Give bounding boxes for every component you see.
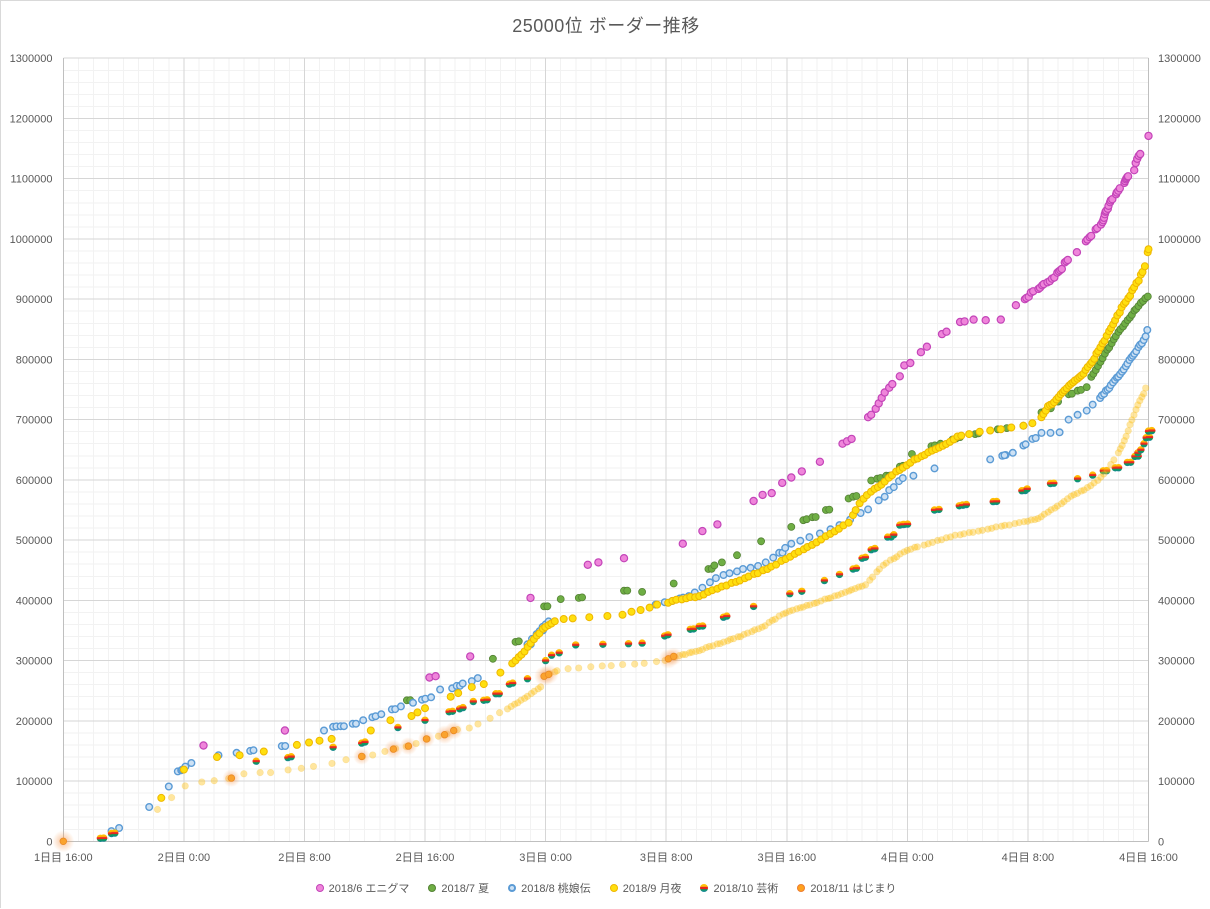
svg-text:100000: 100000 bbox=[16, 776, 53, 788]
svg-text:400000: 400000 bbox=[16, 595, 53, 607]
svg-text:1000000: 1000000 bbox=[10, 234, 53, 246]
svg-text:700000: 700000 bbox=[1158, 415, 1195, 427]
svg-text:1200000: 1200000 bbox=[10, 113, 53, 125]
svg-text:800000: 800000 bbox=[16, 354, 53, 366]
svg-text:1300000: 1300000 bbox=[1158, 53, 1201, 65]
svg-text:1300000: 1300000 bbox=[10, 53, 53, 65]
svg-text:900000: 900000 bbox=[1158, 294, 1195, 306]
svg-text:2日目 0:00: 2日目 0:00 bbox=[158, 852, 211, 864]
svg-text:1日目 16:00: 1日目 16:00 bbox=[34, 852, 93, 864]
svg-text:400000: 400000 bbox=[1158, 595, 1195, 607]
svg-text:2日目 16:00: 2日目 16:00 bbox=[396, 852, 455, 864]
svg-text:500000: 500000 bbox=[1158, 535, 1195, 547]
svg-text:700000: 700000 bbox=[16, 415, 53, 427]
svg-text:3日目 0:00: 3日目 0:00 bbox=[519, 852, 572, 864]
svg-text:600000: 600000 bbox=[16, 475, 53, 487]
svg-text:800000: 800000 bbox=[1158, 354, 1195, 366]
svg-text:200000: 200000 bbox=[1158, 716, 1195, 728]
svg-text:1200000: 1200000 bbox=[1158, 113, 1201, 125]
svg-text:300000: 300000 bbox=[1158, 656, 1195, 668]
svg-text:100000: 100000 bbox=[1158, 776, 1195, 788]
svg-text:200000: 200000 bbox=[16, 716, 53, 728]
svg-text:2日目 8:00: 2日目 8:00 bbox=[278, 852, 331, 864]
svg-text:4日目 16:00: 4日目 16:00 bbox=[1119, 852, 1178, 864]
svg-text:4日目 8:00: 4日目 8:00 bbox=[1002, 852, 1055, 864]
svg-text:0: 0 bbox=[1158, 836, 1164, 848]
svg-text:0: 0 bbox=[46, 836, 52, 848]
svg-text:3日目 16:00: 3日目 16:00 bbox=[757, 852, 816, 864]
svg-text:3日目 8:00: 3日目 8:00 bbox=[640, 852, 693, 864]
svg-text:500000: 500000 bbox=[16, 535, 53, 547]
svg-text:1000000: 1000000 bbox=[1158, 234, 1201, 246]
svg-text:4日目 0:00: 4日目 0:00 bbox=[881, 852, 934, 864]
svg-text:600000: 600000 bbox=[1158, 475, 1195, 487]
svg-text:300000: 300000 bbox=[16, 656, 53, 668]
svg-text:1100000: 1100000 bbox=[10, 174, 52, 186]
svg-text:900000: 900000 bbox=[16, 294, 53, 306]
svg-text:1100000: 1100000 bbox=[1158, 174, 1200, 186]
